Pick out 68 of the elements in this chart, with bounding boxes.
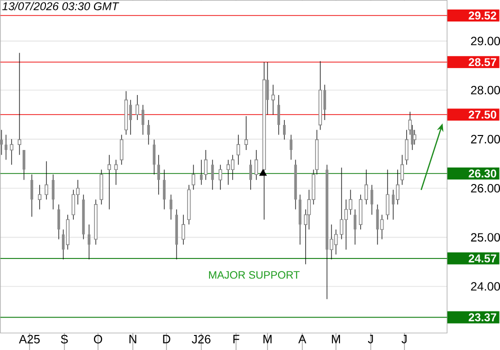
candlestick [44, 160, 48, 200]
candlestick [57, 204, 60, 240]
candlestick [211, 159, 214, 190]
x-tick-label: A [298, 334, 306, 344]
candlestick [290, 134, 292, 160]
x-tick-label: D [163, 334, 170, 344]
ref-line-label: 28.57 [468, 58, 496, 66]
candlestick [157, 154, 160, 195]
candlestick [22, 150, 26, 180]
ref-line-label: 24.57 [468, 254, 496, 262]
candlestick [236, 134, 240, 166]
candlestick [354, 209, 356, 245]
x-tick-label: S [60, 334, 68, 344]
x-tick-label: O [94, 334, 102, 344]
candlestick [364, 169, 368, 205]
candlestick [400, 154, 404, 186]
candlestick [162, 169, 166, 210]
candlestick [218, 164, 222, 190]
candlestick [412, 130, 416, 145]
candlestick [52, 174, 54, 210]
candlestick [0, 130, 3, 156]
y-tick-label: 24.00 [471, 282, 500, 291]
x-tick-label: J26 [192, 334, 210, 344]
candlestick [182, 214, 186, 245]
ref-line-label: 23.37 [468, 313, 496, 322]
candlestick [30, 174, 34, 218]
candlestick [277, 94, 280, 136]
x-tick-label: M [263, 334, 272, 344]
candlestick [88, 224, 90, 260]
candlestick [370, 184, 374, 216]
candlestick [230, 154, 234, 180]
candlestick [38, 184, 42, 210]
x-tick-label: F [233, 334, 240, 344]
candlestick [4, 134, 8, 160]
x-tick-label: J [368, 334, 373, 344]
candlestick [120, 134, 124, 166]
annotation: 13/07/2026 03:30 GMT [2, 2, 120, 10]
x-tick-label: N [129, 334, 136, 344]
candlestick [271, 84, 275, 115]
candlestick [282, 120, 286, 140]
candlestick [147, 120, 150, 145]
y-tick-label: 28.00 [471, 86, 500, 94]
annotation: MAJOR SUPPORT [209, 271, 300, 279]
x-tick-label: J [402, 334, 407, 344]
candlestick [18, 52, 22, 156]
y-tick-label: 25.00 [471, 233, 500, 242]
ref-line-label: 29.52 [468, 12, 496, 20]
candlestick [10, 138, 14, 166]
candlestick [192, 164, 196, 190]
x-tick-label: A25 [18, 334, 40, 344]
candlestick [170, 194, 172, 220]
candlestick [142, 104, 144, 136]
candlestick [249, 159, 252, 190]
candlestick [108, 154, 112, 210]
x-tick-label: M [332, 334, 340, 344]
ref-line-label: 26.30 [468, 170, 496, 178]
candlestick [152, 139, 156, 175]
y-tick-label: 29.00 [471, 36, 500, 46]
candlestick [386, 169, 390, 220]
y-tick-label: 26.00 [471, 184, 500, 193]
ref-line-label: 27.50 [468, 110, 496, 119]
candlestick [204, 150, 208, 180]
candlestick [244, 116, 248, 150]
candlestick [396, 169, 400, 205]
y-tick-label: 27.00 [471, 134, 500, 144]
candlestick [72, 189, 76, 220]
candlestick [114, 159, 118, 186]
candlestick [136, 94, 140, 120]
